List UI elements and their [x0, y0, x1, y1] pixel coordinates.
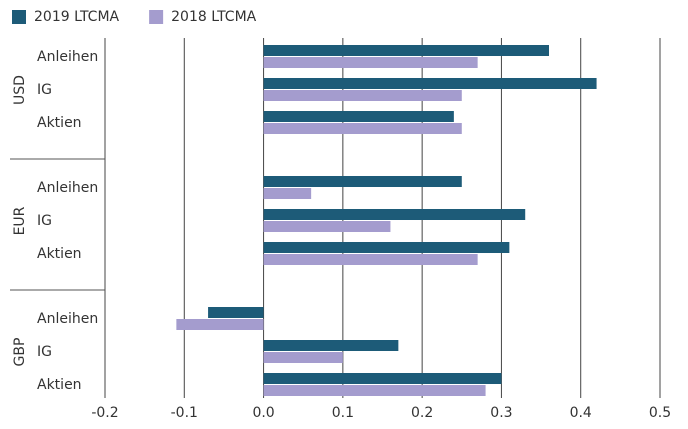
x-tick-label: -0.1: [171, 405, 198, 421]
group-label: USD: [12, 75, 28, 105]
x-tick-label: 0.0: [252, 405, 274, 421]
x-tick-label: 0.5: [649, 405, 671, 421]
y-tick-label: Aktien: [37, 377, 82, 393]
bar: [263, 221, 391, 232]
bar: [176, 319, 264, 330]
group-label: EUR: [12, 206, 28, 235]
y-tick-label: Anleihen: [37, 311, 98, 327]
bar: [263, 123, 462, 134]
bar: [263, 78, 597, 89]
y-tick-label: Aktien: [37, 115, 82, 131]
bar: [263, 340, 399, 351]
bar: [263, 373, 502, 384]
bar: [263, 254, 478, 265]
legend-label: 2019 LTCMA: [34, 9, 120, 25]
bar: [263, 385, 486, 396]
bar: [263, 176, 462, 187]
legend-swatch: [149, 10, 164, 24]
y-tick-label: IG: [37, 344, 52, 360]
y-tick-label: IG: [37, 82, 52, 98]
bar: [263, 209, 526, 220]
y-tick-label: IG: [37, 213, 52, 229]
x-tick-label: 0.4: [570, 405, 592, 421]
x-tick-label: 0.3: [490, 405, 512, 421]
x-tick-label: -0.2: [91, 405, 118, 421]
bar: [263, 111, 454, 122]
bar: [263, 242, 510, 253]
bar: [263, 45, 549, 56]
group-label: GBP: [12, 338, 28, 367]
x-tick-label: 0.2: [411, 405, 433, 421]
bar: [263, 90, 462, 101]
y-tick-label: Aktien: [37, 246, 82, 262]
legend-swatch: [12, 10, 26, 24]
legend-label: 2018 LTCMA: [171, 9, 257, 25]
x-tick-label: 0.1: [332, 405, 354, 421]
bar: [263, 352, 343, 363]
y-tick-label: Anleihen: [37, 49, 98, 65]
bar: [263, 188, 312, 199]
bar: [263, 57, 478, 68]
bar: [208, 307, 264, 318]
y-tick-label: Anleihen: [37, 180, 98, 196]
